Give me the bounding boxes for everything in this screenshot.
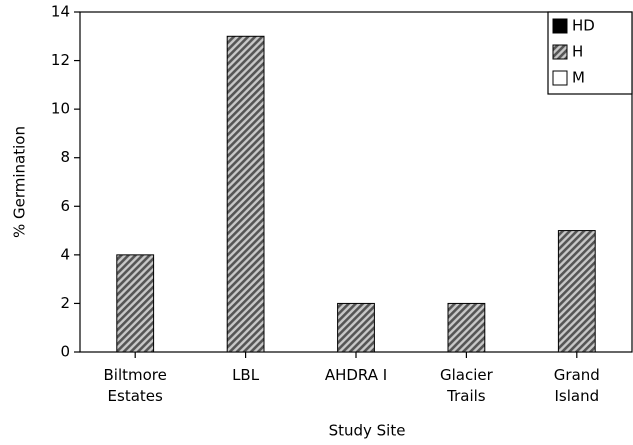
- x-tick-label: Glacier Trails: [440, 366, 494, 405]
- bar: [337, 302, 375, 353]
- x-tick-label: Biltmore Estates: [104, 366, 167, 405]
- legend-label: M: [572, 69, 585, 87]
- bar: [447, 302, 486, 353]
- y-tick-label: 2: [60, 294, 70, 312]
- bar: [557, 230, 596, 353]
- bar: [116, 254, 155, 353]
- legend-label: H: [572, 43, 583, 61]
- y-tick-label: 6: [60, 197, 70, 215]
- bar: [226, 35, 265, 353]
- y-tick-label: 4: [60, 245, 70, 263]
- y-tick-label: 8: [60, 148, 70, 166]
- legend-label: HD: [572, 17, 595, 35]
- legend-swatch: [552, 70, 568, 86]
- x-axis-label: Study Site: [329, 422, 406, 440]
- y-tick-label: 0: [60, 343, 70, 361]
- x-tick-label: AHDRA I: [325, 366, 387, 384]
- legend-swatch: [552, 44, 568, 60]
- y-tick-label: 14: [51, 3, 70, 21]
- legend-swatch: [552, 18, 568, 34]
- x-tick-label: Grand Island: [554, 366, 600, 405]
- y-tick-label: 10: [51, 100, 70, 118]
- y-axis-label: % Germination: [11, 126, 29, 238]
- y-tick-label: 12: [51, 51, 70, 69]
- x-tick-label: LBL: [232, 366, 260, 384]
